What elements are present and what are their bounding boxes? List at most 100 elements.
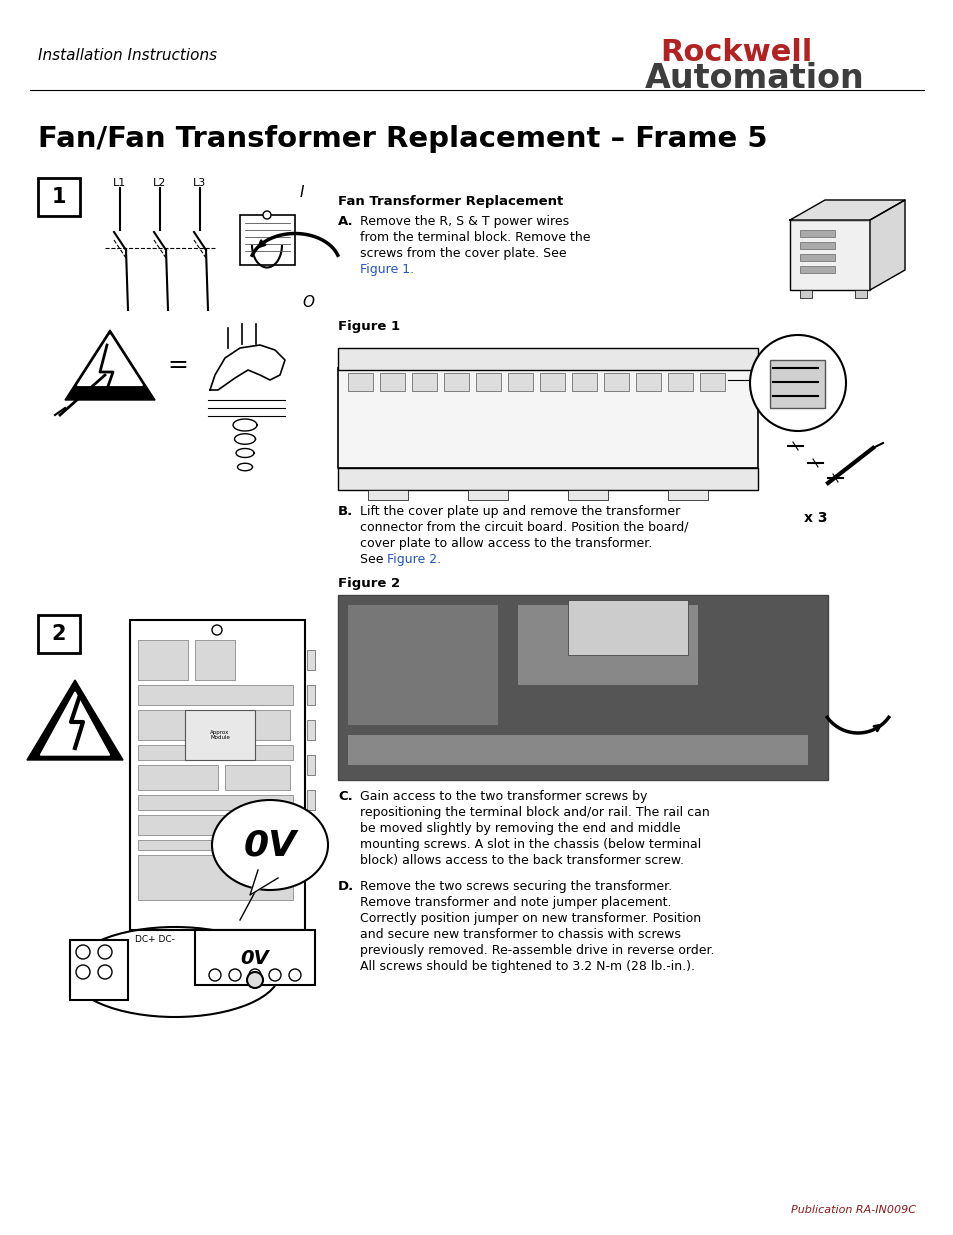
Bar [138,745,293,760]
Bar [337,595,827,781]
Text: 0V: 0V [240,948,269,967]
Bar [138,795,293,810]
Text: Rockwell: Rockwell [659,38,812,67]
Bar [572,373,597,391]
Bar [194,930,314,986]
Text: be moved slightly by removing the end and middle: be moved slightly by removing the end an… [359,823,679,835]
Bar [225,764,290,790]
Bar [307,720,314,740]
Bar [307,790,314,810]
Bar [307,755,314,776]
Text: Remove transformer and note jumper placement.: Remove transformer and note jumper place… [359,897,671,909]
Text: block) allows access to the back transformer screw.: block) allows access to the back transfo… [359,853,683,867]
Text: connector from the circuit board. Position the board/: connector from the circuit board. Positi… [359,521,688,534]
Text: L1: L1 [113,178,127,188]
Polygon shape [27,680,123,760]
Text: mounting screws. A slot in the chassis (below terminal: mounting screws. A slot in the chassis (… [359,839,700,851]
Circle shape [247,972,263,988]
Bar [130,620,305,930]
Text: Remove the R, S & T power wires: Remove the R, S & T power wires [359,215,569,228]
Bar [348,735,807,764]
Bar [468,490,507,500]
Bar [603,373,628,391]
Bar [185,710,254,760]
Text: L2: L2 [153,178,167,188]
Text: screws from the cover plate. See: screws from the cover plate. See [359,247,566,261]
Text: Fan/Fan Transformer Replacement – Frame 5: Fan/Fan Transformer Replacement – Frame … [38,125,767,153]
Bar [138,840,293,850]
Bar [636,373,660,391]
Bar [337,368,758,468]
Text: Lift the cover plate up and remove the transformer: Lift the cover plate up and remove the t… [359,505,679,517]
Circle shape [98,965,112,979]
Bar [567,490,607,500]
Text: cover plate to allow access to the transformer.: cover plate to allow access to the trans… [359,537,652,550]
Text: Gain access to the two transformer screws by: Gain access to the two transformer screw… [359,790,647,803]
Text: Figure 2.: Figure 2. [387,553,440,566]
Text: repositioning the terminal block and/or rail. The rail can: repositioning the terminal block and/or … [359,806,709,819]
Bar [517,605,698,685]
Bar [38,615,80,653]
Polygon shape [210,345,285,390]
Text: Remove the two screws securing the transformer.: Remove the two screws securing the trans… [359,881,672,893]
Bar [138,640,188,680]
Text: 2: 2 [51,624,66,643]
Text: L3: L3 [193,178,207,188]
Bar [337,468,758,490]
Circle shape [269,969,281,981]
Bar [379,373,405,391]
Text: Figure 2: Figure 2 [337,577,399,590]
Polygon shape [40,692,110,755]
Text: D.: D. [337,881,354,893]
Bar [789,220,869,290]
Circle shape [263,211,271,219]
Text: 0V: 0V [243,827,296,862]
Bar [507,373,533,391]
Text: I: I [299,185,304,200]
Bar [70,940,128,1000]
Text: Approx
Module: Approx Module [210,730,230,741]
Polygon shape [65,330,154,400]
Text: Fan Transformer Replacement: Fan Transformer Replacement [337,195,562,207]
Text: B.: B. [337,505,353,517]
Bar [307,650,314,671]
Circle shape [289,969,301,981]
Text: Figure 1: Figure 1 [337,320,399,333]
Text: x 3: x 3 [803,511,827,525]
Circle shape [98,945,112,960]
Bar [800,242,834,249]
Polygon shape [250,869,277,895]
Ellipse shape [212,800,328,890]
Bar [348,605,497,725]
Polygon shape [869,200,904,290]
Text: See: See [359,553,387,566]
Bar [307,685,314,705]
Bar [194,640,234,680]
Bar [307,825,314,845]
Polygon shape [77,335,142,385]
Bar [476,373,500,391]
Circle shape [76,965,90,979]
Bar [38,178,80,216]
Bar [138,710,198,740]
Text: O: O [302,295,314,310]
Bar [138,685,293,705]
Bar [769,359,824,408]
Bar [348,373,373,391]
Bar [443,373,469,391]
Polygon shape [789,200,904,220]
Bar [800,266,834,273]
Bar [667,490,707,500]
Bar [539,373,564,391]
Circle shape [212,625,222,635]
Circle shape [249,969,261,981]
Bar [337,348,758,370]
Text: C.: C. [337,790,353,803]
Bar [854,290,866,298]
Circle shape [229,969,241,981]
Text: Automation: Automation [644,62,863,95]
Text: All screws should be tightened to 3.2 N-m (28 lb.-in.).: All screws should be tightened to 3.2 N-… [359,960,695,973]
Bar [240,215,294,266]
Bar [667,373,692,391]
Bar [368,490,408,500]
